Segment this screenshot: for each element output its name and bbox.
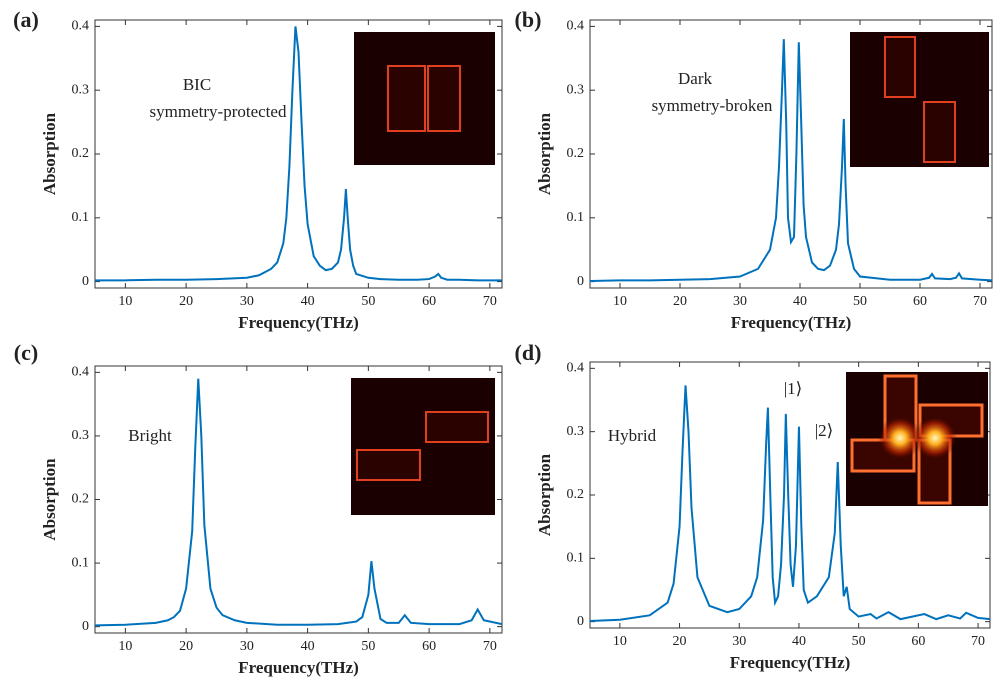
x-tick-label: 70 [971,634,985,649]
x-tick-label: 60 [913,294,927,309]
annotation: symmetry-broken [652,96,773,115]
inset-b [850,32,989,167]
x-tick-label: 10 [118,639,132,654]
inset-a [354,32,495,165]
y-tick-label: 0 [82,619,89,634]
y-axis-label: Absorption [40,458,59,541]
annotation: |2⟩ [815,421,834,440]
x-tick-label: 30 [733,294,747,309]
x-tick-label: 20 [179,639,193,654]
panel-label: (a) [13,7,39,32]
y-tick-label: 0.2 [567,146,585,161]
x-tick-label: 10 [118,294,132,309]
y-tick-label: 0 [577,614,584,629]
annotation: symmetry-protected [150,102,287,121]
x-tick-label: 20 [179,294,193,309]
x-axis-label: Frequency(THz) [238,658,359,677]
y-tick-label: 0.3 [72,82,90,97]
y-tick-label: 0.3 [72,428,90,443]
y-tick-label: 0.3 [567,424,585,439]
absorption-line [589,39,993,282]
x-tick-label: 10 [613,634,627,649]
y-tick-label: 0.2 [72,492,90,507]
annotation: Hybrid [608,426,657,445]
x-tick-label: 40 [793,294,807,309]
annotation: Dark [678,69,712,88]
annotation: BIC [183,75,211,94]
y-tick-label: 0 [577,274,584,289]
y-tick-label: 0.1 [567,551,585,566]
y-tick-label: 0.4 [72,365,90,380]
x-tick-label: 70 [483,639,497,654]
annotation: |1⟩ [784,379,803,398]
x-tick-label: 20 [673,634,687,649]
x-tick-label: 60 [911,634,925,649]
y-tick-label: 0 [82,274,89,289]
inset-c [351,378,495,515]
panel-label: (b) [515,7,542,32]
annotation: Bright [128,426,172,445]
panel-label: (c) [14,340,38,365]
x-axis-label: Frequency(THz) [731,313,852,332]
y-tick-label: 0.1 [72,555,90,570]
x-tick-label: 60 [422,294,436,309]
x-tick-label: 10 [613,294,627,309]
x-tick-label: 30 [240,294,254,309]
panel-label: (d) [515,340,542,365]
x-tick-label: 20 [673,294,687,309]
x-tick-label: 40 [792,634,806,649]
x-axis-label: Frequency(THz) [730,653,851,672]
inset-d [846,372,988,506]
y-tick-label: 0.2 [567,487,585,502]
x-tick-label: 30 [732,634,746,649]
x-axis-label: Frequency(THz) [238,313,359,332]
x-tick-label: 70 [483,294,497,309]
y-tick-label: 0.1 [567,210,585,225]
x-tick-label: 50 [361,294,375,309]
y-tick-label: 0.4 [567,19,585,34]
y-axis-label: Absorption [535,112,554,195]
absorption-line [94,378,503,627]
absorption-line [589,385,991,623]
x-tick-label: 70 [973,294,987,309]
y-tick-label: 0.4 [567,361,585,376]
x-tick-label: 30 [240,639,254,654]
y-axis-label: Absorption [535,453,554,536]
x-tick-label: 60 [422,639,436,654]
y-axis-label: Absorption [40,112,59,195]
absorption-line [95,26,502,282]
y-tick-label: 0.3 [567,82,585,97]
x-tick-label: 50 [852,634,866,649]
x-tick-label: 40 [301,294,315,309]
y-tick-label: 0.4 [72,19,90,34]
x-tick-label: 40 [301,639,315,654]
y-tick-label: 0.1 [72,210,90,225]
x-tick-label: 50 [853,294,867,309]
y-tick-label: 0.2 [72,146,90,161]
x-tick-label: 50 [361,639,375,654]
